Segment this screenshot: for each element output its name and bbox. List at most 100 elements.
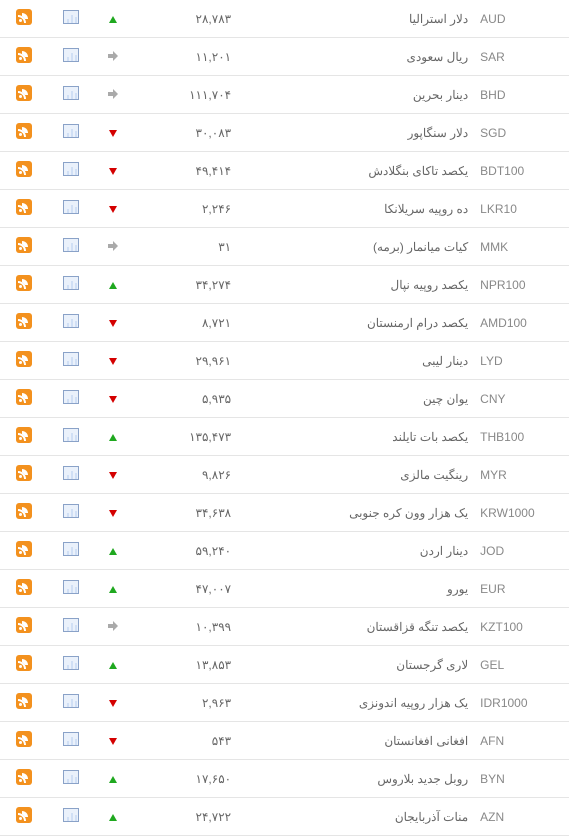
rss-icon[interactable] (16, 769, 32, 785)
rss-icon[interactable] (16, 541, 32, 557)
table-row: LYD دینار لیبی ۲۹,۹۶۱ (0, 342, 569, 380)
chart-icon[interactable] (63, 124, 79, 138)
rss-icon[interactable] (16, 237, 32, 253)
chart-icon[interactable] (63, 770, 79, 784)
rss-icon[interactable] (16, 427, 32, 443)
currency-value: ۹,۸۲۶ (130, 456, 237, 494)
chart-icon[interactable] (63, 580, 79, 594)
trend-cell (95, 228, 131, 266)
currency-name: دلار استرالیا (237, 0, 474, 38)
currency-value: ۸,۷۲۱ (130, 304, 237, 342)
rss-icon[interactable] (16, 123, 32, 139)
rss-icon[interactable] (16, 655, 32, 671)
rss-icon[interactable] (16, 47, 32, 63)
chart-icon[interactable] (63, 732, 79, 746)
chart-icon[interactable] (63, 808, 79, 822)
chart-cell (47, 456, 94, 494)
trend-up-icon (109, 16, 117, 23)
trend-cell (95, 570, 131, 608)
currency-code: LKR10 (474, 190, 569, 228)
rss-cell (0, 304, 47, 342)
currency-value: ۳۴,۲۷۴ (130, 266, 237, 304)
chart-icon[interactable] (63, 466, 79, 480)
trend-cell (95, 38, 131, 76)
trend-cell (95, 152, 131, 190)
rss-cell (0, 570, 47, 608)
rss-icon[interactable] (16, 85, 32, 101)
chart-icon[interactable] (63, 428, 79, 442)
trend-up-icon (109, 548, 117, 555)
currency-code: AFN (474, 722, 569, 760)
chart-icon[interactable] (63, 504, 79, 518)
rss-icon[interactable] (16, 503, 32, 519)
chart-icon[interactable] (63, 86, 79, 100)
chart-icon[interactable] (63, 48, 79, 62)
chart-cell (47, 342, 94, 380)
currency-code: BYN (474, 760, 569, 798)
rss-icon[interactable] (16, 161, 32, 177)
trend-down-icon (109, 206, 117, 213)
chart-icon[interactable] (63, 352, 79, 366)
currency-name: کیات میانمار (برمه) (237, 228, 474, 266)
trend-cell (95, 266, 131, 304)
chart-icon[interactable] (63, 238, 79, 252)
chart-cell (47, 228, 94, 266)
chart-icon[interactable] (63, 694, 79, 708)
rss-icon[interactable] (16, 199, 32, 215)
rss-cell (0, 266, 47, 304)
chart-icon[interactable] (63, 10, 79, 24)
currency-code: AZN (474, 798, 569, 836)
chart-icon[interactable] (63, 314, 79, 328)
chart-icon[interactable] (63, 618, 79, 632)
rss-icon[interactable] (16, 807, 32, 823)
rss-icon[interactable] (16, 9, 32, 25)
chart-icon[interactable] (63, 200, 79, 214)
trend-cell (95, 722, 131, 760)
rss-icon[interactable] (16, 313, 32, 329)
rss-icon[interactable] (16, 617, 32, 633)
chart-icon[interactable] (63, 162, 79, 176)
trend-cell (95, 646, 131, 684)
chart-icon[interactable] (63, 276, 79, 290)
currency-name: رینگیت مالزی (237, 456, 474, 494)
trend-cell (95, 760, 131, 798)
table-row: MYR رینگیت مالزی ۹,۸۲۶ (0, 456, 569, 494)
currency-value: ۴۷,۰۰۷ (130, 570, 237, 608)
currency-code: IDR1000 (474, 684, 569, 722)
currency-code: CNY (474, 380, 569, 418)
chart-icon[interactable] (63, 542, 79, 556)
rss-cell (0, 494, 47, 532)
rss-cell (0, 456, 47, 494)
currency-value: ۱۳۵,۴۷۳ (130, 418, 237, 456)
rss-icon[interactable] (16, 351, 32, 367)
table-row: AMD100 یکصد درام ارمنستان ۸,۷۲۱ (0, 304, 569, 342)
currency-code: EUR (474, 570, 569, 608)
currency-name: یکصد تنگه قزاقستان (237, 608, 474, 646)
chart-icon[interactable] (63, 390, 79, 404)
trend-cell (95, 456, 131, 494)
trend-cell (95, 494, 131, 532)
currency-value: ۲۹,۹۶۱ (130, 342, 237, 380)
rss-icon[interactable] (16, 275, 32, 291)
rss-icon[interactable] (16, 389, 32, 405)
chart-icon[interactable] (63, 656, 79, 670)
currency-name: یکصد روپیه نپال (237, 266, 474, 304)
table-row: CNY یوان چین ۵,۹۳۵ (0, 380, 569, 418)
rss-icon[interactable] (16, 579, 32, 595)
rss-icon[interactable] (16, 693, 32, 709)
trend-up-icon (109, 434, 117, 441)
trend-cell (95, 418, 131, 456)
trend-up-icon (109, 282, 117, 289)
rss-icon[interactable] (16, 465, 32, 481)
table-row: AUD دلار استرالیا ۲۸,۷۸۳ (0, 0, 569, 38)
currency-value: ۱۷,۶۵۰ (130, 760, 237, 798)
currency-value: ۵۹,۲۴۰ (130, 532, 237, 570)
trend-up-icon (109, 814, 117, 821)
chart-cell (47, 684, 94, 722)
table-row: GEL لاری گرجستان ۱۳,۸۵۳ (0, 646, 569, 684)
currency-name: دینار اردن (237, 532, 474, 570)
rss-icon[interactable] (16, 731, 32, 747)
chart-cell (47, 532, 94, 570)
currency-value: ۱۱,۲۰۱ (130, 38, 237, 76)
currency-name: دینار بحرین (237, 76, 474, 114)
